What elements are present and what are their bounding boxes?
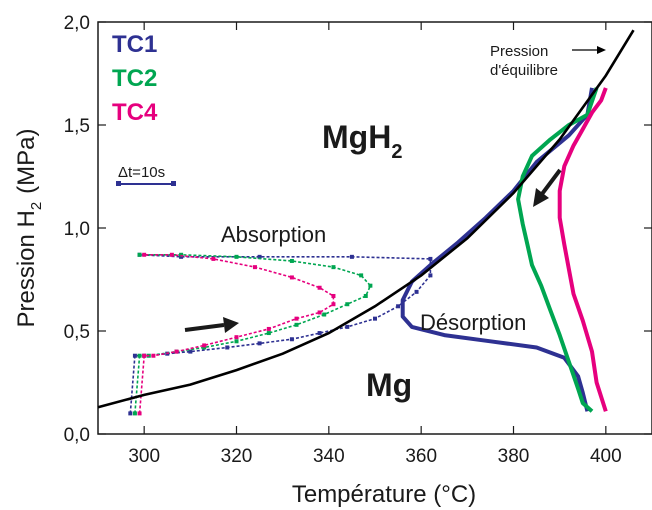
desorption-label: Désorption [420,310,526,335]
point-tc2 [368,283,373,288]
point-tc2 [234,254,239,259]
point-tc1 [373,316,377,321]
x-tick-label: 360 [405,446,437,467]
point-tc1 [289,337,294,342]
point-tc4 [142,353,147,358]
point-tc2 [345,302,350,307]
point-tc1 [345,324,350,329]
absorption-direction-arrow [184,317,239,333]
x-tick-label: 340 [313,446,345,467]
point-tc2 [331,265,336,270]
point-tc2 [294,322,299,327]
point-tc2 [132,411,137,416]
series-line-tc4-desorption [557,87,608,412]
point-tc1 [428,273,433,278]
point-tc2 [289,258,294,263]
point-tc2 [359,273,364,278]
point-tc4 [137,411,142,416]
series-line-tc1-desorption [400,87,594,412]
equilibrium-pointer-arrow [572,46,606,54]
point-tc4 [151,353,156,358]
point-tc1 [257,254,262,259]
phase-label-mg: Mg [366,367,412,403]
x-tick-label: 380 [498,446,530,467]
point-tc1 [349,254,354,259]
point-tc1 [317,331,322,336]
x-tick-label: 300 [128,446,160,467]
point-tc4 [174,349,179,354]
point-tc4 [169,252,174,257]
point-tc4 [317,310,322,315]
point-tc1 [128,411,133,416]
point-tc1 [188,349,193,354]
y-tick-label: 0,0 [64,425,90,446]
x-tick-label: 320 [221,446,253,467]
annotations-group: MgH2 Mg Absorption Désorption Pression d… [116,43,606,403]
point-tc2 [179,252,184,257]
legend: TC1 TC2 TC4 [112,31,158,126]
point-tc4 [202,343,207,348]
point-tc4 [331,293,336,298]
point-tc4 [294,316,299,321]
point-tc2 [202,345,207,350]
point-tc1 [257,341,262,346]
point-tc2 [322,312,327,317]
equilibrium-label-line2: d'équilibre [490,62,558,79]
series-line-equilibrium [97,29,635,409]
legend-item-tc1: TC1 [112,31,157,58]
point-tc2 [234,339,239,344]
point-tc4 [289,275,294,280]
x-axis-label: Température (°C) [292,481,476,508]
point-tc4 [317,285,322,290]
time-scale-label: Δt=10s [118,164,165,181]
time-scale-bar [116,181,176,186]
equilibrium-label-line1: Pression [490,43,548,60]
point-tc4 [211,256,216,261]
point-tc1 [428,256,433,261]
x-tick-label: 400 [590,446,622,467]
point-tc1 [396,304,401,309]
ticks-group: 300 320 340 360 380 400 0,0 0,5 1,0 1,5 2,0 [64,13,652,467]
point-tc1 [225,345,230,350]
point-tc4 [252,265,257,270]
legend-item-tc4: TC4 [112,99,158,126]
series-line-tc2-desorption [516,87,599,413]
point-tc2 [137,353,142,358]
series-line-tc4-absorption [138,254,335,414]
point-tc1 [179,254,184,259]
axis-labels-group: Température (°C) Pression H2(MPa) [13,128,476,508]
point-tc1 [414,289,419,294]
point-tc4 [234,335,239,340]
absorption-label: Absorption [221,222,326,247]
y-tick-label: 0,5 [64,322,90,343]
y-axis-label: Pression H2(MPa) [13,128,45,327]
point-tc2 [363,293,368,298]
y-tick-label: 2,0 [64,13,90,34]
legend-item-tc2: TC2 [112,65,157,92]
phase-label-mgh2: MgH2 [322,119,402,163]
point-tc2 [266,331,271,336]
curves-group [97,29,635,416]
y-tick-label: 1,0 [64,219,90,240]
desorption-direction-arrow [533,168,562,207]
point-tc4 [142,252,147,257]
point-tc2 [137,252,142,257]
point-tc4 [331,302,336,307]
y-tick-label: 1,5 [64,116,90,137]
point-tc1 [132,353,137,358]
point-tc4 [266,326,271,331]
